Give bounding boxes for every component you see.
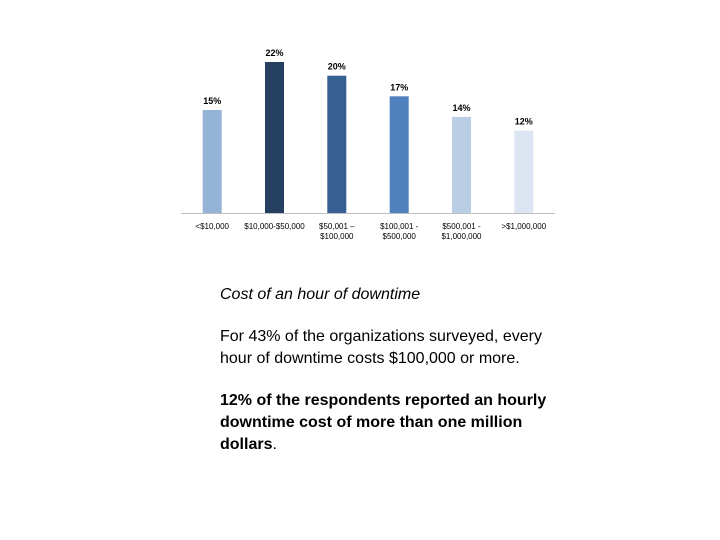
x-tick-label-5: $500,001 -$1,000,000 [441, 222, 482, 241]
x-tick-label-line: $50,001 – [319, 222, 355, 231]
caption-block: Cost of an hour of downtime For 43% of t… [220, 284, 550, 456]
x-tick-label-line: $500,000 [383, 232, 417, 241]
caption-paragraph: For 43% of the organizations surveyed, e… [220, 328, 542, 367]
bar-4 [389, 96, 409, 213]
x-tick-label-line: $100,000 [320, 232, 354, 241]
bar-3 [327, 75, 347, 213]
bar-value-label-3: 20% [328, 62, 346, 72]
bar-6 [514, 130, 534, 213]
x-tick-label-line: $100,001 - [380, 222, 419, 231]
bar-1 [202, 110, 222, 213]
x-tick-label-6: >$1,000,000 [501, 222, 546, 231]
x-tick-label-3: $50,001 – $100,000 [319, 222, 355, 241]
x-tick-label-line: $1,000,000 [441, 232, 482, 241]
bar-value-label-4: 17% [390, 82, 408, 92]
bar-value-label-5: 14% [452, 103, 470, 113]
x-tick-label-1: <$10,000 [195, 222, 229, 231]
downtime-cost-bar-chart: 15% <$10,000 22% $10,000-$50,000 20% $50,001 … [181, 48, 555, 241]
bar-value-label-6: 12% [515, 117, 533, 127]
x-tick-label-line: <$10,000 [195, 222, 229, 231]
caption-emphasis-tail: . [272, 436, 277, 453]
x-tick-label-line: $10,000-$50,000 [244, 222, 305, 231]
x-tick-label-line: >$1,000,000 [501, 222, 546, 231]
bar-5 [452, 116, 471, 213]
bar-2 [265, 62, 284, 213]
bar-value-label-2: 22% [265, 48, 283, 58]
caption-emphasis: 12% of the respondents reported an hourl… [220, 392, 547, 453]
x-tick-label-line: $500,001 - [442, 222, 481, 231]
x-tick-label-2: $10,000-$50,000 [244, 222, 305, 231]
x-tick-label-4: $100,001 -$500,000 [380, 222, 419, 241]
caption-emphasis-paragraph: 12% of the respondents reported an hourl… [220, 390, 550, 456]
caption-title: Cost of an hour of downtime [220, 286, 421, 303]
bar-value-label-1: 15% [203, 96, 221, 106]
